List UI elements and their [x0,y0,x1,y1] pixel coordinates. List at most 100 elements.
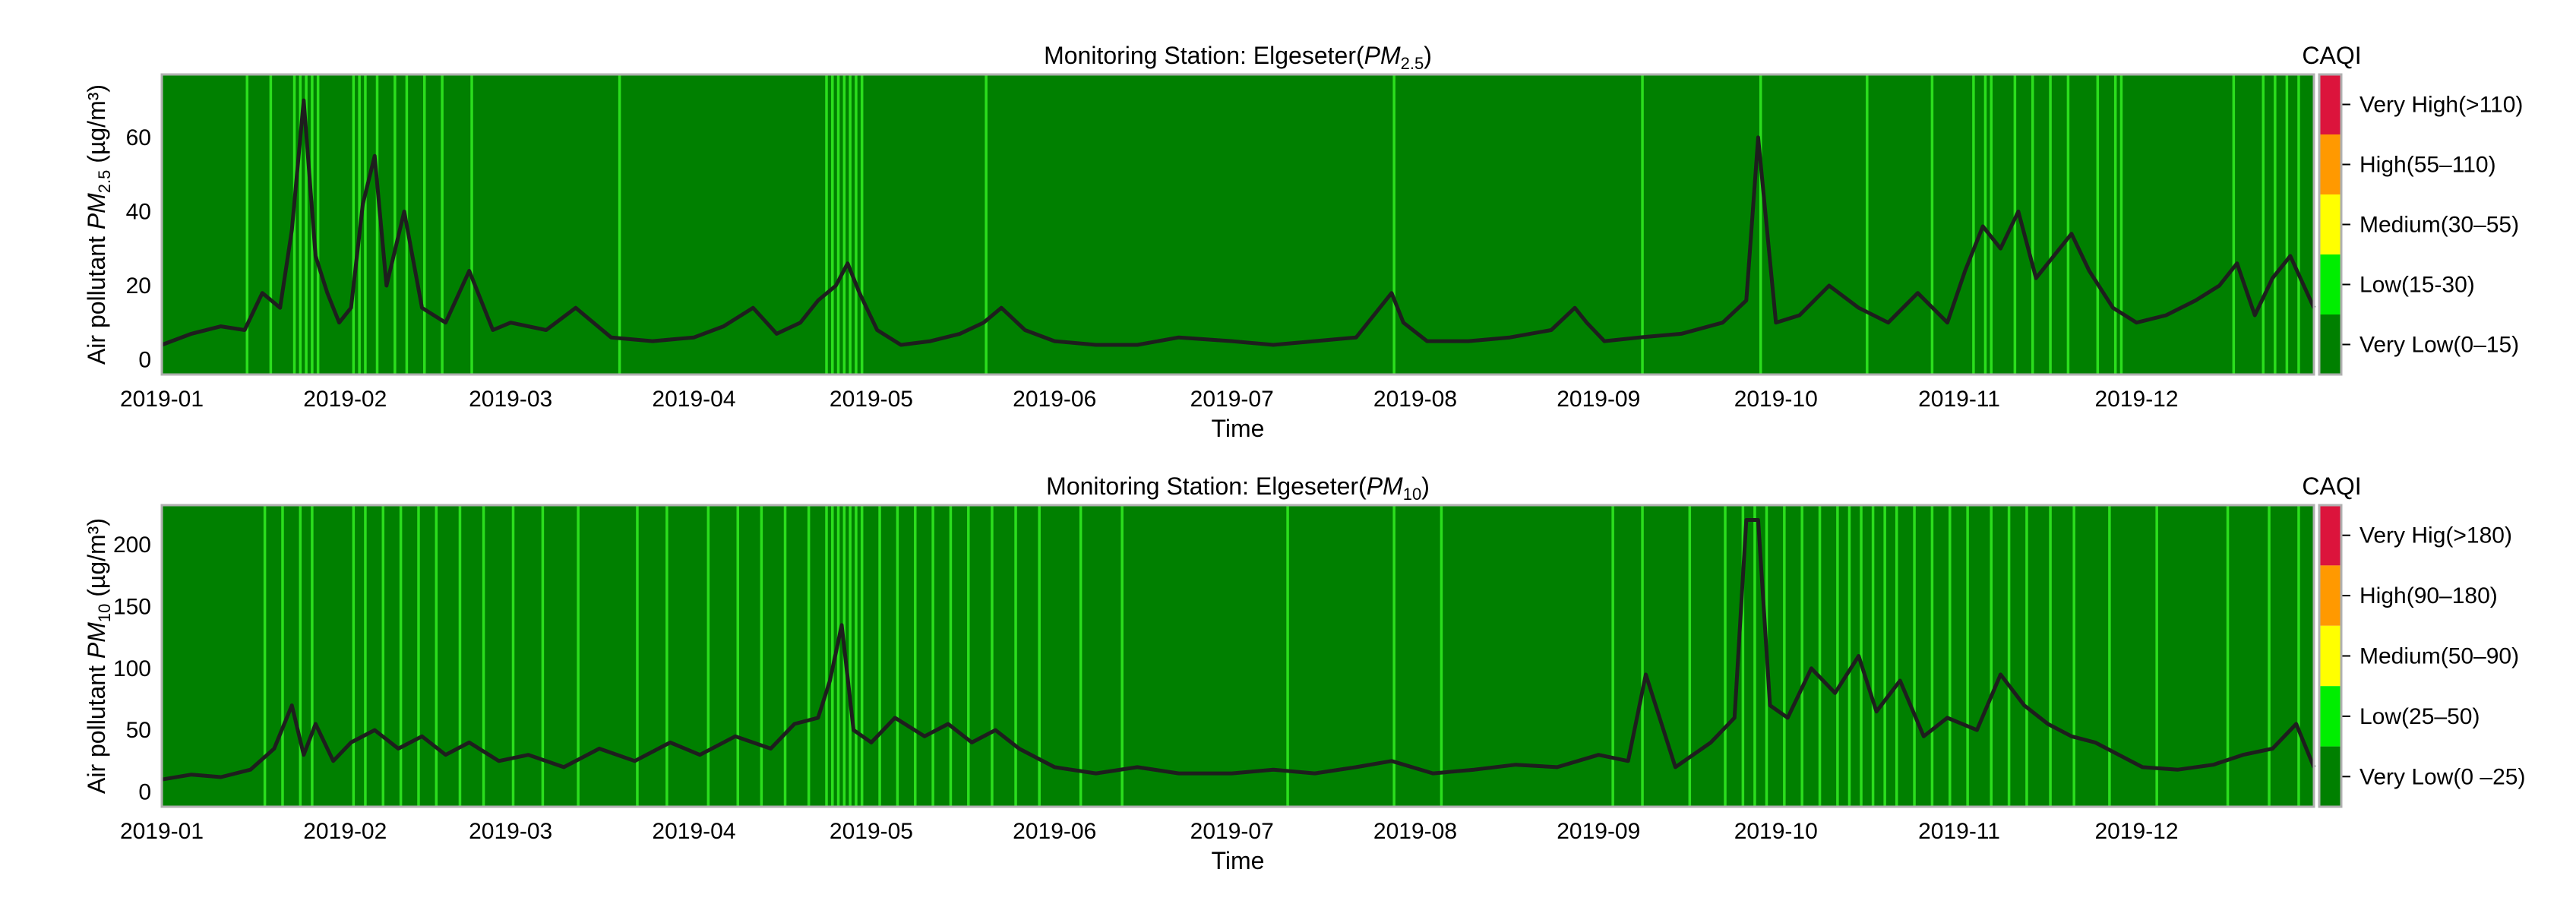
caqi-band [1759,74,1762,374]
caqi-band [831,505,834,807]
legend-swatch [2319,746,2341,807]
caqi-band [2108,505,2111,807]
caqi-band [2297,74,2300,374]
caqi-band [2066,74,2070,374]
chart-panel-0: 0 20 40 60 2019-01 2019-02 2019-03 2019-04 2019-… [83,42,2523,442]
caqi-band [2031,74,2034,374]
legend-entry-label: Low(15-30) [2359,273,2475,298]
legend-swatch [2319,686,2341,747]
chart-panel-1: 0 50 100 150 200 2019-01 2019-02 2019-03 2019-04… [83,472,2525,874]
caqi-band [860,505,864,807]
chart-title-suffix: ) [1421,472,1430,500]
caqi-band [825,74,828,374]
caqi-band [831,74,834,374]
caqi-band [299,505,302,807]
caqi-band [441,74,444,374]
caqi-band [2072,505,2075,807]
caqi-band [1611,505,1614,807]
y-label-unit: (µg/m³) [83,84,110,170]
caqi-band [878,505,881,807]
caqi-band [2049,505,2052,807]
x-tick-label: 2019-11 [1918,819,2000,844]
x-tick-label: 2019-07 [1190,819,1274,844]
chart-title-sub: 2.5 [1401,54,1424,73]
caqi-band [1913,505,1916,807]
caqi-band [352,74,356,374]
legend-entry-label: Very High(>110) [2359,93,2523,118]
caqi-band [1120,505,1124,807]
x-tick-label: 2019-04 [652,387,735,412]
caqi-band [470,74,473,374]
caqi-band [1966,505,1969,807]
legend-swatch [2319,194,2341,254]
caqi-band [849,74,852,374]
caqi-band [2119,74,2123,374]
caqi-band [2096,74,2100,374]
caqi-band [849,505,852,807]
y-label-prefix: Air pollutant [83,659,110,794]
legend-swatch [2319,74,2341,134]
caqi-band [2285,74,2289,374]
caqi-band [417,505,420,807]
caqi-band [2013,74,2017,374]
legend-entry-label: Very Hig(>180) [2359,523,2512,548]
caqi-band [860,74,864,374]
legend-entry-label: Very Low(0 –25) [2359,764,2525,789]
caqi-band [736,505,740,807]
y-axis-label: Air pollutant PM2.5 (µg/m³) [83,84,114,365]
caqi-band [991,505,994,807]
y-axis-label: Air pollutant PM10 (µg/m³) [83,518,114,794]
caqi-band [760,505,763,807]
y-label-var: PM [83,622,110,659]
x-tick-label: 2019-09 [1557,387,1640,412]
chart-title: Monitoring Station: Elgeseter(PM10) [1046,472,1430,504]
y-tick-label: 50 [126,718,151,743]
y-tick-label: 0 [138,347,151,372]
chart-title-prefix: Monitoring Station: Elgeseter( [1044,42,1364,69]
x-tick-label: 2019-02 [303,819,387,844]
caqi-band [423,74,426,374]
caqi-band [2155,505,2158,807]
caqi-band [394,74,397,374]
caqi-band [1753,505,1756,807]
caqi-band [1895,505,1898,807]
caqi-band [665,505,668,807]
caqi-band [269,74,273,374]
caqi-band [1930,74,1934,374]
x-axis-label: Time [1212,847,1265,874]
legend-title: CAQI [2302,42,2361,69]
caqi-band [2113,74,2117,374]
x-tick-label: 2019-08 [1373,387,1457,412]
caqi-band [1949,505,1952,807]
caqi-band [1983,74,1987,374]
caqi-band [1818,505,1822,807]
caqi-band [2232,74,2236,374]
x-tick-label: 2019-04 [652,819,735,844]
x-tick-label: 2019-02 [303,387,387,412]
caqi-band [482,505,485,807]
y-tick-label: 200 [113,533,151,558]
caqi-band [458,505,462,807]
caqi-band [263,505,267,807]
plot-frame [160,73,2315,376]
caqi-band [1883,505,1886,807]
caqi-band [967,505,970,807]
x-tick-label: 2019-07 [1190,387,1274,412]
caqi-band [836,505,840,807]
caqi-band [636,505,639,807]
x-tick-label: 2019-05 [830,819,913,844]
y-label-unit: (µg/m³) [83,518,110,604]
caqi-band [299,74,302,374]
caqi-band [896,505,899,807]
y-label-prefix: Air pollutant [83,229,110,365]
caqi-band [364,74,367,374]
caqi-band [1038,505,1041,807]
caqi-band [375,74,379,374]
chart-title-sub: 10 [1403,485,1421,504]
legend-swatch [2319,134,2341,194]
legend-swatch [2319,254,2341,314]
legend-swatch [2319,565,2341,626]
caqi-band [435,505,438,807]
legend-entry-label: Medium(30–55) [2359,213,2519,238]
